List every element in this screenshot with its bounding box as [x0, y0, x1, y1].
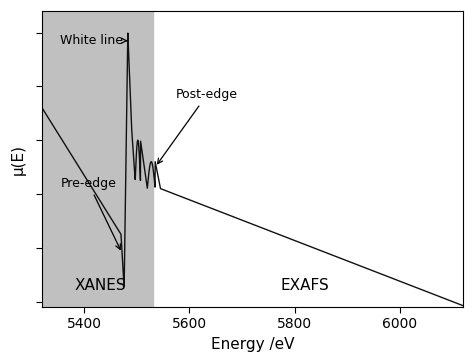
Text: EXAFS: EXAFS	[281, 278, 329, 293]
Text: Pre-edge: Pre-edge	[61, 177, 120, 249]
Text: White line: White line	[61, 34, 127, 47]
Text: Post-edge: Post-edge	[158, 88, 238, 164]
Y-axis label: μ(E): μ(E)	[11, 143, 26, 175]
X-axis label: Energy /eV: Energy /eV	[211, 337, 294, 352]
Text: XANES: XANES	[74, 278, 126, 293]
Bar	[42, 11, 153, 307]
